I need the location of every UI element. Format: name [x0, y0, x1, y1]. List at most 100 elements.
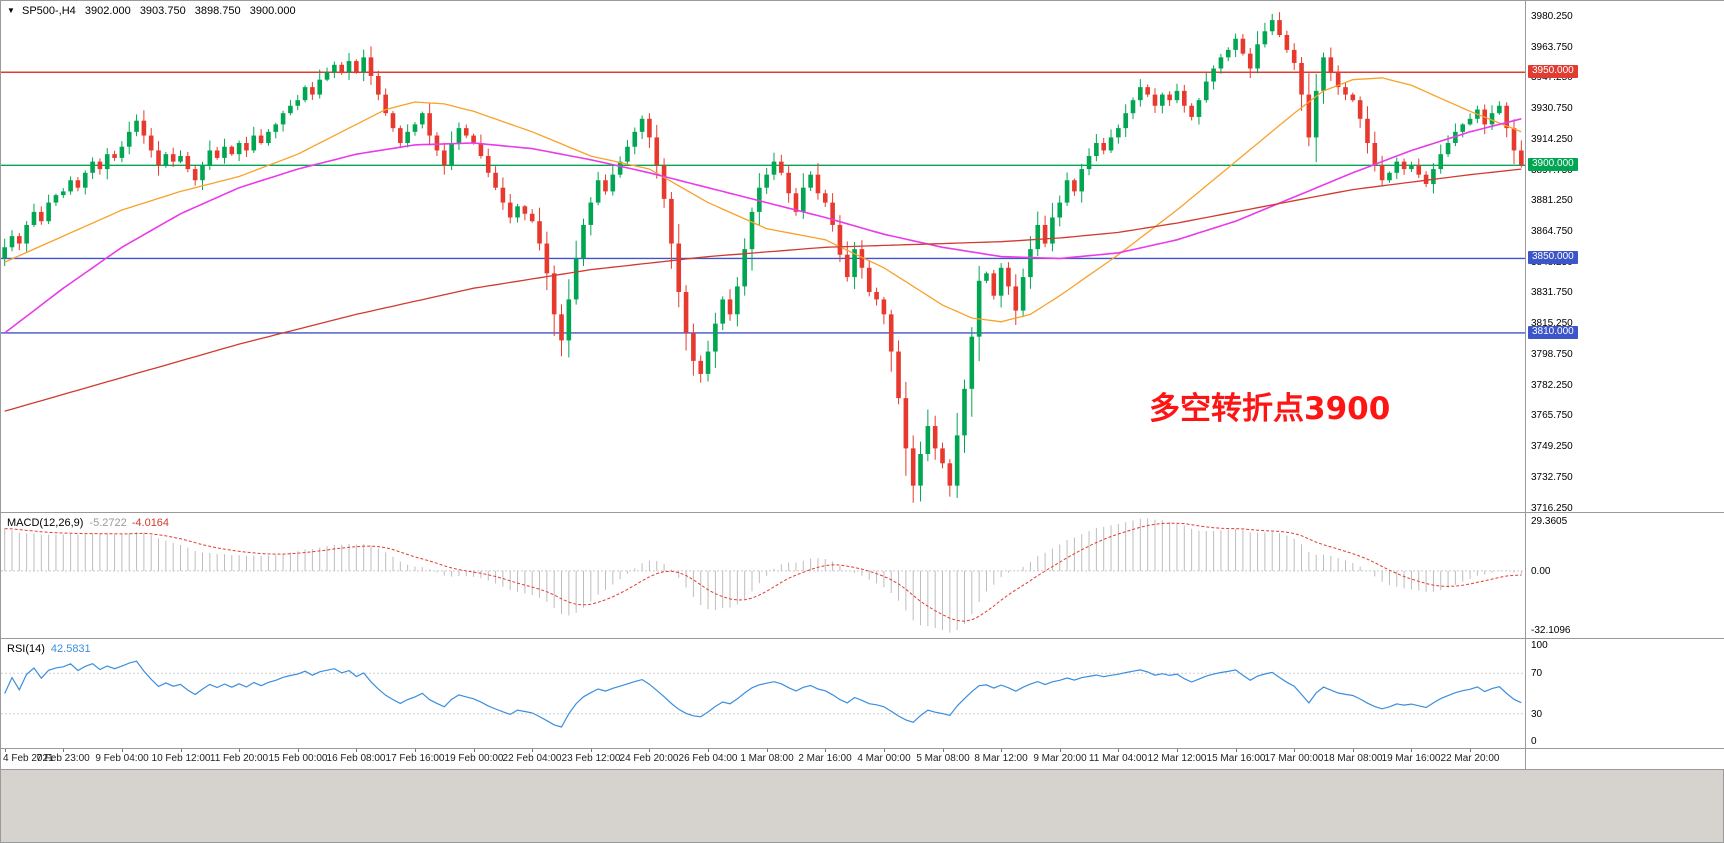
macd-main-value: -5.2722: [89, 517, 127, 529]
time-tick: [298, 749, 299, 752]
time-tick: [415, 749, 416, 752]
rsi-name-label: RSI(14): [7, 643, 45, 655]
price-axis-label: 3765.750: [1531, 410, 1573, 422]
price-axis-label: 3798.750: [1531, 348, 1573, 360]
time-axis-label: 16 Feb 08:00: [326, 753, 386, 764]
time-tick: [708, 749, 709, 752]
price-axis-label: 3930.750: [1531, 103, 1573, 115]
time-tick: [1411, 749, 1412, 752]
level-price-badge: 3810.000: [1528, 325, 1578, 339]
ohlc-low: 3898.750: [194, 5, 241, 17]
macd-axis-label: -32.1096: [1531, 625, 1571, 636]
time-axis-label: 24 Feb 20:00: [619, 753, 679, 764]
time-axis-label: 26 Feb 04:00: [678, 753, 738, 764]
window-footer: [1, 770, 1723, 842]
macd-histogram-layer: [4, 518, 1522, 633]
time-tick: [532, 749, 533, 752]
time-axis-label: 4 Mar 00:00: [857, 753, 911, 764]
time-axis-label: 2 Mar 16:00: [798, 753, 852, 764]
time-tick: [825, 749, 826, 752]
time-axis-label: 4 Feb 2021: [3, 753, 54, 764]
chart-annotation: 多空转折点3900: [1149, 391, 1391, 427]
time-tick: [1177, 749, 1178, 752]
time-tick: [943, 749, 944, 752]
time-axis-label: 11 Feb 20:00: [209, 753, 269, 764]
candles-layer: [2, 12, 1524, 503]
time-axis-corner: [1525, 749, 1724, 769]
time-axis[interactable]: 4 Feb 2021 7 Feb 23:00 9 Feb 04:00 10 Feb 1…: [1, 749, 1724, 770]
time-axis-label: 19 Feb 00:00: [444, 753, 504, 764]
time-tick: [1001, 749, 1002, 752]
slow-ma-line: [4, 168, 1522, 412]
ohlc-header: ▼ SP500-,H4 3902.000 3903.750 3898.750 3…: [7, 5, 296, 17]
time-tick: [239, 749, 240, 752]
price-axis-label: 3963.750: [1531, 41, 1573, 53]
time-axis-label: 23 Feb 12:00: [561, 753, 621, 764]
symbol-period-label: SP500-,H4: [21, 5, 76, 17]
time-axis-label: 17 Mar 00:00: [1264, 753, 1324, 764]
rsi-value: 42.5831: [50, 643, 91, 655]
time-axis-label: 22 Feb 04:00: [502, 753, 562, 764]
time-axis-label: 15 Feb 00:00: [268, 753, 328, 764]
price-axis[interactable]: 3980.2503963.7503947.2503930.7503914.250…: [1525, 1, 1724, 514]
time-axis-label: 1 Mar 08:00: [740, 753, 794, 764]
time-tick: [767, 749, 768, 752]
price-axis-label: 3864.750: [1531, 225, 1573, 237]
time-tick: [1118, 749, 1119, 752]
price-axis-label: 3831.750: [1531, 287, 1573, 299]
price-axis-label: 3881.250: [1531, 195, 1573, 207]
rsi-axis[interactable]: 100 70 30 0: [1525, 639, 1724, 748]
price-axis-label: 3782.250: [1531, 379, 1573, 391]
level-price-badge: 3850.000: [1528, 251, 1578, 265]
time-tick: [591, 749, 592, 752]
price-chart-canvas[interactable]: [1, 1, 1525, 512]
time-axis-label: 19 Mar 16:00: [1381, 753, 1441, 764]
ohlc-open: 3902.000: [84, 5, 131, 17]
price-axis-label: 3980.250: [1531, 10, 1573, 22]
symbol-dropdown-icon[interactable]: ▼: [7, 6, 15, 15]
time-axis-label: 18 Mar 08:00: [1323, 753, 1383, 764]
ohlc-close: 3900.000: [249, 5, 296, 17]
rsi-axis-label: 0: [1531, 736, 1537, 747]
price-axis-label: 3815.250: [1531, 318, 1573, 330]
macd-axis-label: 0.00: [1531, 565, 1551, 577]
time-tick: [5, 749, 6, 752]
macd-header: MACD(12,26,9) -5.2722 -4.0164: [7, 517, 169, 529]
macd-name-label: MACD(12,26,9): [7, 517, 84, 529]
macd-signal-line: [4, 522, 1522, 622]
fast-ma-line: [4, 77, 1522, 323]
time-axis-label: 9 Feb 04:00: [95, 753, 149, 764]
time-axis-label: 11 Mar 04:00: [1088, 753, 1148, 764]
mid-ma-line: [4, 118, 1522, 334]
time-axis-label: 10 Feb 12:00: [151, 753, 211, 764]
rsi-axis-label: 100: [1531, 640, 1548, 651]
price-axis-label: 3732.750: [1531, 471, 1573, 483]
time-axis-label: 15 Mar 16:00: [1206, 753, 1266, 764]
time-tick: [1294, 749, 1295, 752]
rsi-canvas[interactable]: [1, 639, 1525, 748]
time-tick: [1470, 749, 1471, 752]
macd-indicator-panel: MACD(12,26,9) -5.2722 -4.0164 29.3605 0.00 -…: [1, 513, 1724, 639]
time-tick: [474, 749, 475, 752]
time-tick: [884, 749, 885, 752]
price-axis-label: 3749.250: [1531, 441, 1573, 453]
price-axis-label: 3716.250: [1531, 502, 1573, 514]
time-tick: [356, 749, 357, 752]
time-tick: [1060, 749, 1061, 752]
time-tick: [63, 749, 64, 752]
time-tick: [122, 749, 123, 752]
time-tick: [1236, 749, 1237, 752]
ohlc-high: 3903.750: [139, 5, 186, 17]
macd-axis[interactable]: 29.3605 0.00 -32.1096: [1525, 513, 1724, 638]
macd-canvas[interactable]: [1, 513, 1525, 638]
time-tick: [1353, 749, 1354, 752]
time-tick: [181, 749, 182, 752]
level-lines-layer: [1, 71, 1525, 334]
macd-axis-label: 29.3605: [1531, 516, 1568, 527]
rsi-header: RSI(14) 42.5831: [7, 643, 91, 655]
time-axis-label: 5 Mar 08:00: [916, 753, 970, 764]
level-price-badge: 3900.000: [1528, 158, 1578, 172]
macd-signal-value: -4.0164: [131, 517, 170, 529]
time-axis-label: 7 Feb 23:00: [36, 753, 90, 764]
